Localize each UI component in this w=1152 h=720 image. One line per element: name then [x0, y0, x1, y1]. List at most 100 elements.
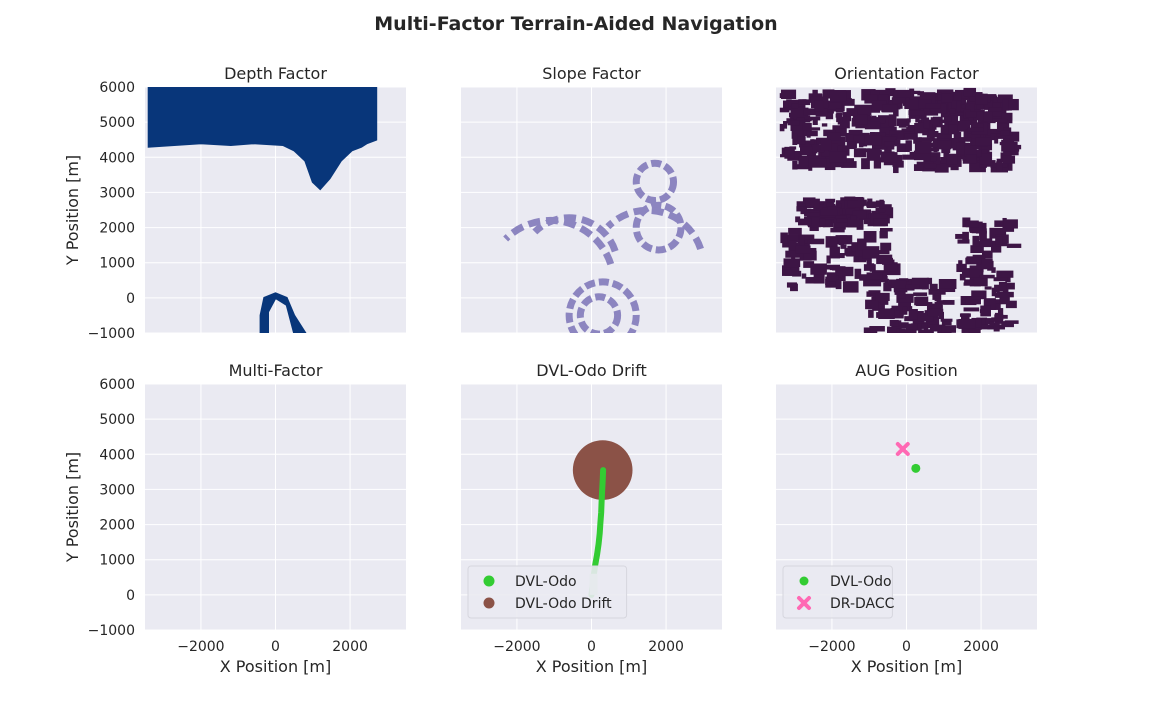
orientation-patch	[845, 113, 852, 122]
orientation-patch	[801, 273, 807, 279]
orientation-patch	[973, 275, 988, 287]
orientation-patch	[826, 255, 831, 264]
orientation-patch	[783, 258, 801, 268]
legend-swatch	[799, 576, 809, 586]
orientation-patch	[821, 123, 828, 127]
orientation-patch	[808, 210, 820, 215]
orientation-patch	[896, 118, 910, 126]
orientation-patch	[891, 280, 907, 289]
panel-slope-factor: Slope Factor	[461, 64, 722, 334]
orientation-patch	[863, 231, 877, 243]
orientation-patch	[926, 130, 939, 138]
orientation-patch	[878, 94, 889, 104]
orientation-patch	[853, 148, 867, 158]
orientation-patch	[943, 116, 952, 122]
orientation-patch	[845, 158, 855, 163]
orientation-patch	[960, 96, 967, 107]
orientation-patch	[978, 143, 993, 151]
orientation-patch	[894, 139, 901, 147]
orientation-patch	[918, 329, 934, 333]
orientation-patch	[969, 269, 984, 278]
legend-label: DVL-Odo	[515, 574, 577, 590]
orientation-patch	[805, 198, 820, 209]
orientation-patch	[996, 270, 1014, 278]
orientation-patch	[842, 281, 859, 293]
orientation-patch	[989, 227, 1007, 239]
orientation-patch	[976, 258, 993, 270]
orientation-patch	[917, 312, 934, 322]
orientation-patch	[858, 139, 864, 148]
orientation-patch	[948, 114, 959, 125]
orientation-patch	[845, 132, 860, 143]
orientation-patch	[872, 302, 885, 311]
orientation-patch	[975, 137, 992, 146]
orientation-patch	[956, 142, 972, 155]
orientation-patch	[863, 218, 871, 225]
orientation-patch	[994, 136, 999, 144]
orientation-patch	[842, 98, 855, 106]
orientation-patch	[906, 118, 911, 123]
y-tick-label: 0	[126, 588, 135, 604]
orientation-patch	[803, 261, 815, 268]
orientation-patch	[968, 115, 974, 121]
orientation-patch	[971, 290, 987, 300]
orientation-patch	[882, 104, 898, 113]
orientation-patch	[846, 108, 858, 117]
orientation-patch	[921, 113, 926, 126]
orientation-patch	[880, 242, 892, 251]
orientation-patch	[969, 226, 978, 233]
orientation-patch	[970, 245, 984, 254]
orientation-patch	[887, 326, 902, 333]
orientation-patch	[864, 135, 882, 146]
orientation-patch	[884, 99, 903, 109]
orientation-patch	[1001, 112, 1013, 121]
orientation-patch	[990, 240, 1002, 253]
orientation-patch	[864, 121, 881, 130]
orientation-patch	[825, 279, 830, 286]
orientation-patch	[854, 268, 862, 279]
slope-ring	[632, 159, 678, 205]
orientation-patch	[829, 151, 847, 163]
orientation-patch	[785, 250, 800, 258]
orientation-patch	[857, 238, 866, 251]
x-tick-label: −2000	[493, 639, 540, 655]
orientation-patch	[934, 295, 940, 299]
orientation-patch	[883, 262, 898, 272]
orientation-patch	[805, 116, 821, 121]
orientation-patch	[896, 293, 914, 303]
legend: DVL-Odo DR-DACC	[782, 565, 895, 619]
orientation-patch	[955, 233, 965, 239]
orientation-patch	[892, 93, 906, 104]
orientation-patch	[915, 296, 929, 304]
legend-label: DVL-Odo	[830, 574, 892, 590]
orientation-patch	[828, 143, 838, 152]
orientation-patch	[1000, 130, 1010, 136]
orientation-patch	[852, 210, 867, 220]
orientation-patch	[1005, 274, 1011, 283]
orientation-patch	[848, 129, 863, 135]
orientation-patch	[921, 107, 939, 116]
orientation-patch	[795, 216, 801, 223]
orientation-patch	[994, 220, 1012, 227]
orientation-patch	[941, 103, 947, 114]
orientation-patch	[875, 200, 881, 205]
orientation-patch	[899, 329, 917, 333]
orientation-patch	[840, 244, 847, 249]
orientation-patch	[896, 291, 906, 299]
orientation-patch	[933, 148, 938, 153]
legend-frame	[782, 565, 893, 619]
orientation-patch	[796, 206, 807, 212]
orientation-patch	[958, 318, 976, 329]
orientation-patch	[825, 112, 834, 120]
y-tick-label: 6000	[99, 377, 135, 393]
orientation-patch	[959, 313, 971, 317]
orientation-patch	[875, 144, 887, 150]
orientation-patch	[827, 132, 841, 141]
orientation-patch	[841, 161, 857, 168]
orientation-patch	[995, 236, 1003, 245]
orientation-patch	[875, 292, 890, 301]
orientation-patch	[781, 147, 787, 155]
orientation-patch	[840, 197, 858, 201]
orientation-patch	[983, 298, 996, 310]
orientation-patch	[810, 263, 827, 275]
